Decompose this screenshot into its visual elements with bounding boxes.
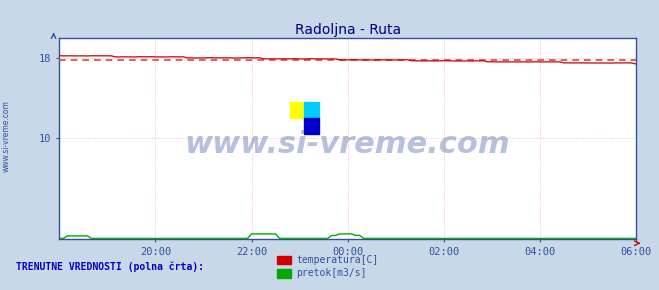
- Bar: [304, 102, 319, 118]
- Title: Radoljna - Ruta: Radoljna - Ruta: [295, 23, 401, 37]
- Bar: [304, 118, 319, 135]
- Bar: [290, 102, 304, 118]
- Text: temperatura[C]: temperatura[C]: [297, 255, 379, 265]
- Text: TRENUTNE VREDNOSTI (polna črta):: TRENUTNE VREDNOSTI (polna črta):: [16, 261, 204, 271]
- Text: www.si-vreme.com: www.si-vreme.com: [2, 100, 11, 172]
- Text: www.si-vreme.com: www.si-vreme.com: [185, 130, 511, 159]
- Text: pretok[m3/s]: pretok[m3/s]: [297, 269, 367, 278]
